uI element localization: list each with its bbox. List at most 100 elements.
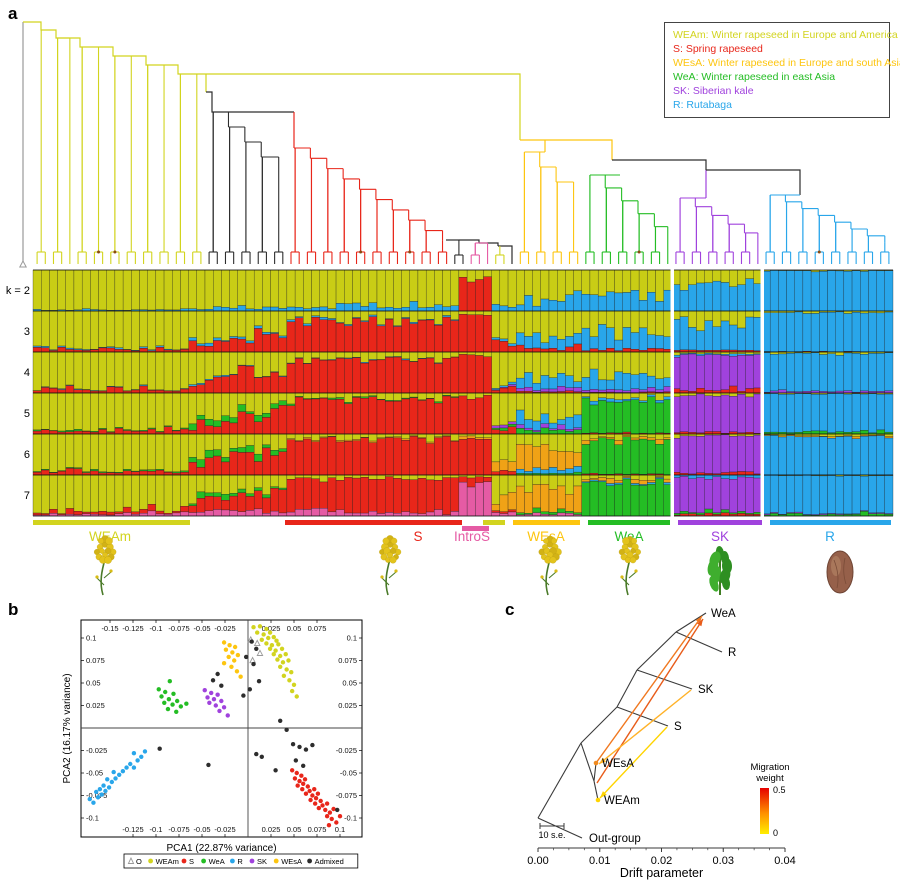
admixture-segment (229, 433, 238, 449)
admixture-segment (335, 474, 345, 481)
admixture-segment (491, 471, 501, 476)
admixture-segment (442, 316, 451, 353)
pca-point (301, 781, 306, 786)
admixture-bar (819, 310, 828, 353)
admixture-bar (278, 269, 288, 312)
admixture-segment (368, 302, 378, 312)
admixture-segment (139, 474, 148, 510)
admixture-segment (213, 310, 222, 339)
pca-point (267, 646, 273, 651)
admixture-segment (131, 351, 140, 390)
admixture-segment (196, 459, 206, 468)
admixture-segment (188, 474, 197, 505)
admixture-segment (147, 510, 157, 517)
admixture-segment (311, 392, 320, 399)
admixture-segment (294, 477, 304, 510)
admixture-segment (810, 435, 820, 437)
admixture-bar (352, 392, 361, 435)
admixture-segment (614, 482, 623, 485)
admixture-bar (450, 310, 460, 353)
admixture-segment (294, 351, 304, 358)
admixture-segment (573, 429, 582, 435)
admixture-segment (516, 269, 525, 306)
admixture-bar (581, 433, 591, 476)
admixture-bar (368, 351, 378, 394)
admixture-segment (311, 307, 320, 312)
admixture-segment (106, 433, 116, 473)
admixture-segment (98, 433, 107, 473)
admixture-bar (229, 433, 238, 476)
admixture-segment (81, 389, 91, 394)
admixture-bar (483, 433, 492, 476)
admixture-segment (180, 427, 189, 430)
admixture-segment (696, 282, 705, 312)
admixture-segment (311, 317, 320, 353)
admixture-segment (679, 269, 689, 291)
admixture-segment (393, 326, 402, 353)
admixture-segment (622, 390, 632, 393)
admixture-segment (843, 436, 853, 476)
admixture-segment (81, 433, 91, 473)
admixture-segment (98, 474, 107, 512)
admixture-segment (458, 439, 468, 476)
admixture-segment (229, 493, 238, 497)
pca-point (241, 693, 246, 698)
admixture-segment (696, 512, 705, 515)
admixture-segment (778, 475, 787, 515)
admixture-bar (368, 269, 378, 312)
admixture-segment (311, 478, 320, 509)
pca-point (111, 769, 116, 775)
admixture-bar (688, 351, 697, 394)
admixture-segment (213, 392, 222, 422)
admixture-bar (573, 310, 582, 353)
admixture-segment (548, 428, 558, 431)
admixture-bar (401, 351, 410, 394)
admixture-bar (622, 474, 632, 517)
admixture-segment (327, 477, 337, 513)
admixture-bar (466, 310, 476, 353)
admixture-segment (679, 316, 689, 351)
admixture-segment (802, 313, 812, 352)
legend-item-r: R: Rutabaga (673, 98, 732, 111)
admixture-segment (638, 389, 648, 393)
admixture-segment (65, 392, 75, 431)
admixture-segment (827, 393, 836, 433)
admixture-bar (810, 392, 820, 435)
admixture-segment (147, 428, 157, 435)
admixture-segment (229, 495, 238, 511)
admixture-segment (196, 414, 206, 420)
admixture-bar (131, 269, 140, 312)
admixture-segment (458, 476, 468, 483)
admixture-segment (286, 351, 296, 364)
admixture-segment (425, 479, 435, 513)
admixture-bar (532, 433, 541, 476)
pca-point (249, 656, 257, 664)
pca-point (286, 658, 291, 663)
admixture-segment (532, 332, 541, 349)
admixture-bar (376, 269, 386, 312)
admixture-segment (835, 270, 845, 312)
pca-legend-label: O (136, 857, 142, 866)
admixture-bar (712, 269, 722, 312)
pca-point (135, 758, 140, 763)
admixture-segment (49, 310, 58, 350)
admixture-bar (597, 474, 607, 517)
admixture-segment (712, 512, 722, 515)
admixture-segment (475, 314, 484, 353)
admixture-segment (393, 513, 402, 517)
admixture-bar (106, 351, 116, 394)
admixture-bar (114, 351, 124, 394)
admixture-segment (286, 433, 296, 439)
admixture-bar (630, 392, 640, 435)
admixture-segment (597, 310, 607, 325)
admixture-bar (286, 392, 296, 435)
legend-marker (273, 858, 279, 864)
admixture-segment (647, 439, 656, 474)
admixture-segment (729, 436, 738, 473)
pca-point (281, 673, 287, 678)
admixture-segment (147, 392, 157, 429)
pca-point (91, 800, 96, 805)
admixture-segment (475, 439, 484, 476)
admixture-segment (344, 269, 353, 304)
admixture-segment (122, 392, 132, 430)
